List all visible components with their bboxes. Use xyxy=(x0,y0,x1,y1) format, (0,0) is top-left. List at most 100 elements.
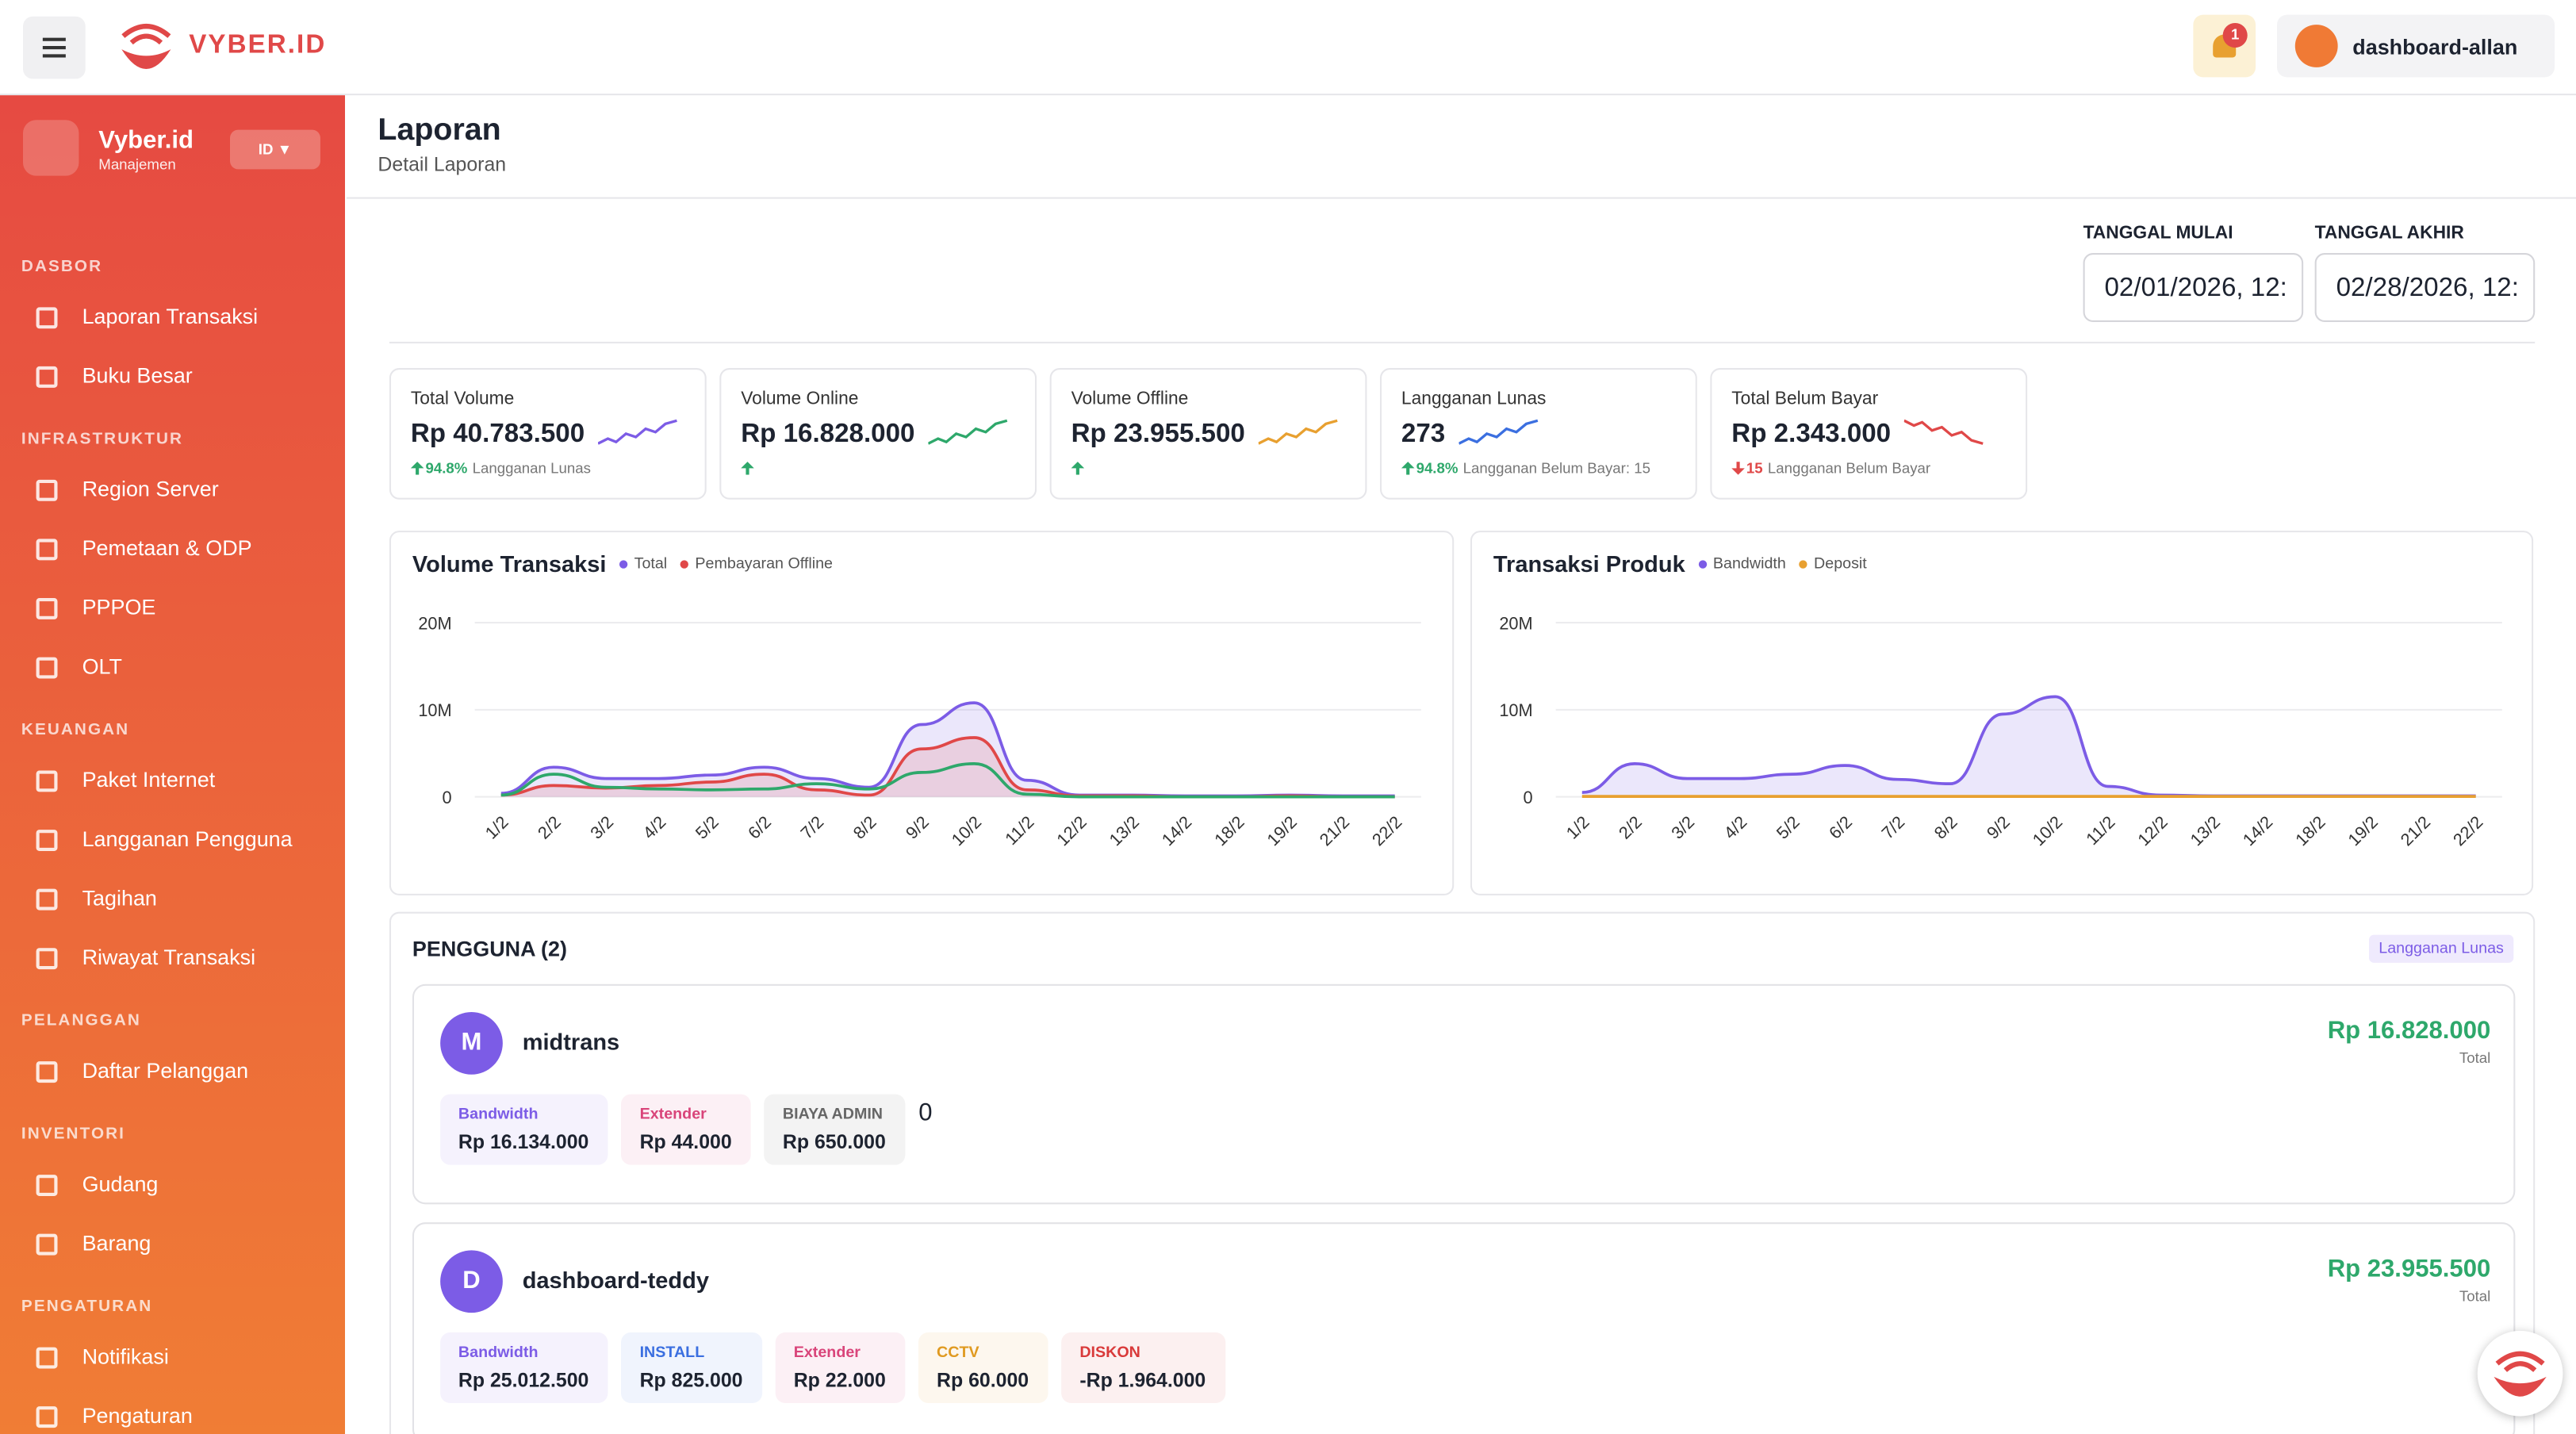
nav-section-title: INVENTORI xyxy=(21,1125,126,1144)
item-value: Rp 825.000 xyxy=(639,1368,743,1392)
item-label: CCTV xyxy=(937,1344,979,1363)
nav-icon xyxy=(36,1347,58,1369)
stat-value: Rp 2.343.000 xyxy=(1731,420,1892,449)
nav-icon xyxy=(36,830,58,851)
nav-item[interactable]: Tagihan xyxy=(0,869,345,929)
stat-value: Rp 16.828.000 xyxy=(741,420,915,449)
nav-item[interactable]: PPPOE xyxy=(0,578,345,638)
sidebar-logo xyxy=(23,120,79,176)
nav-item[interactable]: Buku Besar xyxy=(0,347,345,406)
x-tick-label: 5/2 xyxy=(1773,812,1804,843)
legend-swatch xyxy=(1799,559,1807,568)
language-select[interactable]: ID ▼ xyxy=(230,129,320,170)
nav-item[interactable]: Laporan Transaksi xyxy=(0,288,345,347)
user-total: Rp 23.955.500 xyxy=(2327,1255,2491,1283)
nav-label: Daftar Pelanggan xyxy=(82,1058,249,1083)
user-name: dashboard-teddy xyxy=(522,1267,709,1294)
legend-item[interactable]: Pembayaran Offline xyxy=(680,554,833,573)
nav-item[interactable]: Barang xyxy=(0,1214,345,1274)
trend-arrow xyxy=(410,462,424,475)
x-tick-label: 18/2 xyxy=(1210,812,1248,850)
sparkline xyxy=(1458,419,1538,445)
item-chip: INSTALL Rp 825.000 xyxy=(621,1332,763,1403)
item-value: Rp 44.000 xyxy=(639,1130,732,1154)
logo xyxy=(121,24,171,69)
item-label: DISKON xyxy=(1079,1344,1140,1363)
trend-arrow-shape xyxy=(741,462,754,475)
floating-logo[interactable] xyxy=(2477,1330,2563,1417)
legend-item[interactable]: Bandwidth xyxy=(1698,554,1786,573)
item-chip: Bandwidth Rp 16.134.000 xyxy=(440,1094,609,1165)
nav-item[interactable]: Daftar Pelanggan xyxy=(0,1041,345,1101)
stat-footer xyxy=(1071,460,1087,477)
x-tick-label: 19/2 xyxy=(2344,812,2382,850)
trend-arrow-shape xyxy=(1071,462,1085,475)
date-input[interactable]: 02/28/2026, 12: xyxy=(2314,253,2536,322)
nav-item[interactable]: Pengaturan xyxy=(0,1386,345,1434)
sidebar-title: Vyber.id xyxy=(98,126,194,155)
x-tick-label: 14/2 xyxy=(2239,812,2277,850)
x-tick-label: 8/2 xyxy=(1930,812,1961,843)
filter-label: TANGGAL MULAI xyxy=(2083,223,2233,243)
stat-card: Total Volume Rp 40.783.500 94.8% Langganan … xyxy=(389,368,707,500)
nav-item[interactable]: Paket Internet xyxy=(0,751,345,811)
users-badge: Langganan Lunas xyxy=(2368,934,2514,963)
x-tick-label: 4/2 xyxy=(1719,812,1750,843)
legend-swatch xyxy=(1698,559,1707,568)
users-title: PENGGUNA (2) xyxy=(412,936,567,961)
x-tick-label: 21/2 xyxy=(2397,812,2435,850)
user-menu[interactable]: dashboard-allan xyxy=(2277,14,2555,78)
nav-item[interactable]: Gudang xyxy=(0,1155,345,1214)
legend-item[interactable]: Total xyxy=(619,554,667,573)
y-tick-label: 20M xyxy=(1499,613,1532,633)
chart-title: Transaksi Produk xyxy=(1493,550,1685,577)
legend-swatch xyxy=(680,559,689,568)
item-label: Bandwidth xyxy=(458,1344,539,1363)
trend-arrow xyxy=(1731,462,1745,475)
x-tick-label: 12/2 xyxy=(1052,812,1091,850)
date-input[interactable]: 02/01/2026, 12: xyxy=(2083,253,2304,322)
nav-item[interactable]: Pemetaan & ODP xyxy=(0,520,345,579)
filter-label: TANGGAL AKHIR xyxy=(2314,223,2464,243)
nav-item[interactable]: OLT xyxy=(0,638,345,697)
x-tick-label: 19/2 xyxy=(1263,812,1301,850)
nav-section-title: PENGATURAN xyxy=(21,1298,153,1317)
x-tick-label: 22/2 xyxy=(2449,812,2487,850)
notification-button[interactable] xyxy=(2193,14,2256,78)
user-items: Bandwidth Rp 25.012.500 INSTALL Rp 825.000 E… xyxy=(440,1332,1239,1403)
nav-item[interactable]: Langganan Pengguna xyxy=(0,810,345,869)
legend-swatch xyxy=(619,559,628,568)
nav-icon xyxy=(36,366,58,388)
nav-item[interactable]: Notifikasi xyxy=(0,1328,345,1387)
nav-item[interactable]: Riwayat Transaksi xyxy=(0,928,345,987)
user-items: Bandwidth Rp 16.134.000 Extender Rp 44.000 B… xyxy=(440,1094,933,1165)
nav-label: Notifikasi xyxy=(82,1344,169,1369)
y-tick-label: 10M xyxy=(418,700,451,720)
user-avatar: D xyxy=(440,1250,503,1313)
chart-card: 0 10M 20M 1/2 2/2 3/2 4/2 5/2 6/2 7/2 8/2 9/2 10/2 11… xyxy=(1470,531,2534,895)
nav-item[interactable]: Region Server xyxy=(0,460,345,520)
x-tick-label: 14/2 xyxy=(1158,812,1196,850)
y-tick-label: 10M xyxy=(1499,700,1532,720)
x-tick-label: 2/2 xyxy=(534,812,565,843)
sparkline-line xyxy=(1258,419,1338,445)
x-tick-label: 3/2 xyxy=(1667,812,1698,843)
divider xyxy=(389,341,2536,343)
nav-icon xyxy=(36,1406,58,1428)
legend-item[interactable]: Deposit xyxy=(1799,554,1867,573)
item-value: -Rp 1.964.000 xyxy=(1079,1368,1206,1392)
menu-button[interactable] xyxy=(23,16,86,79)
x-tick-label: 7/2 xyxy=(796,812,827,843)
sparkline-line xyxy=(1903,419,1984,445)
sparkline-line xyxy=(597,419,677,445)
sparkline xyxy=(597,419,677,445)
y-tick-label: 20M xyxy=(418,613,451,633)
nav-section-title: PELANGGAN xyxy=(21,1012,141,1030)
stat-value: Rp 40.783.500 xyxy=(410,420,585,449)
trend-arrow xyxy=(1401,462,1415,475)
legend-label: Total xyxy=(634,554,668,573)
item-value: Rp 22.000 xyxy=(793,1368,886,1392)
item-label: Bandwidth xyxy=(458,1106,539,1124)
